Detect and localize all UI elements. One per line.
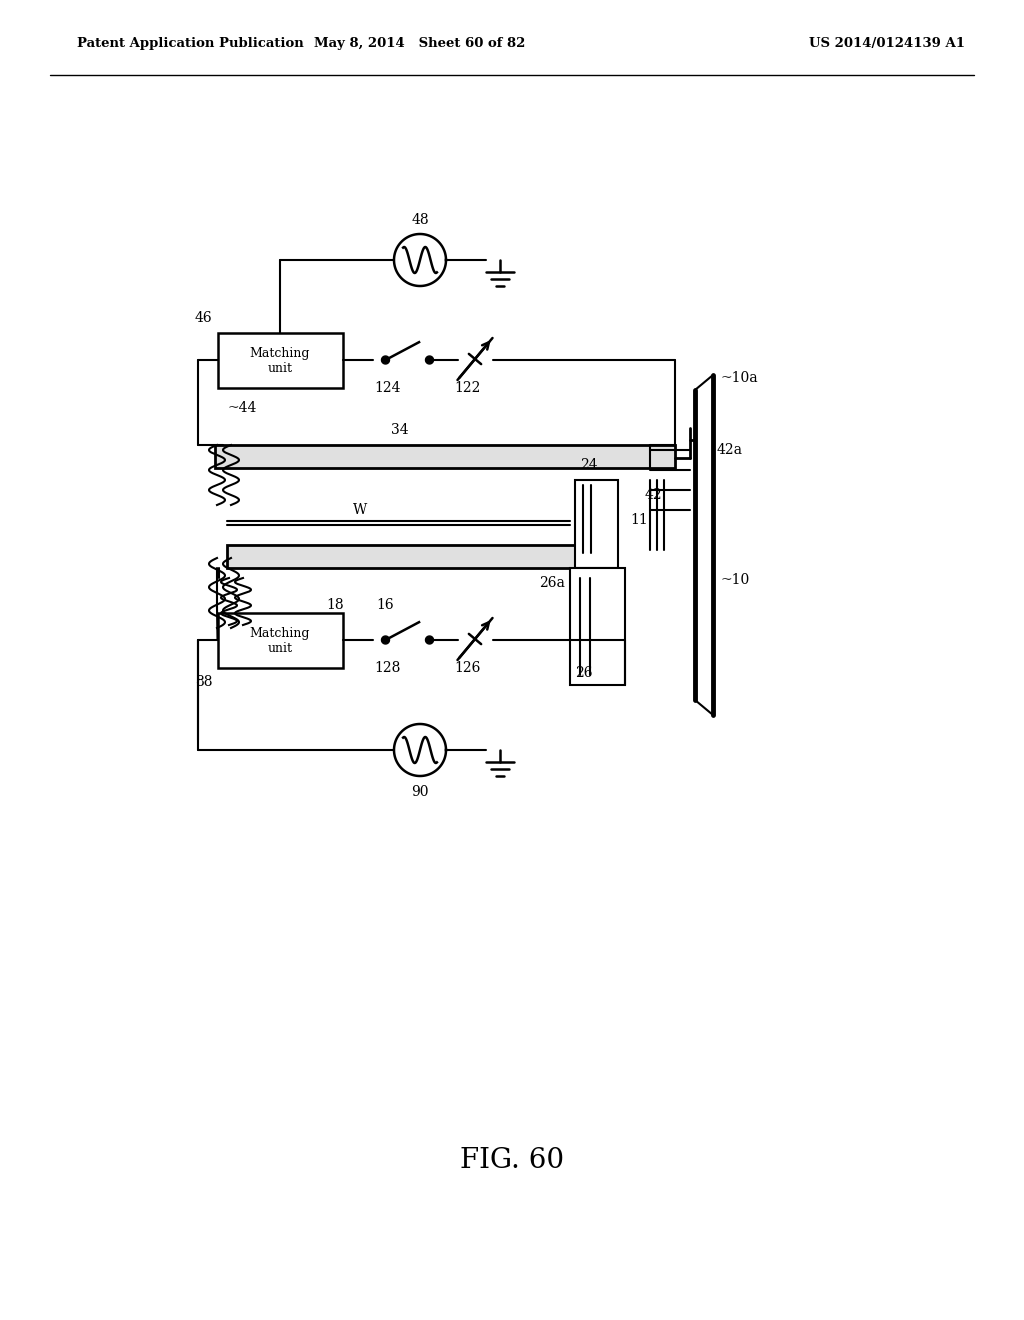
Text: ~10a: ~10a <box>720 371 758 385</box>
Polygon shape <box>382 636 389 644</box>
Text: W: W <box>353 503 368 517</box>
Polygon shape <box>426 636 433 644</box>
Text: 11: 11 <box>630 513 648 527</box>
Text: unit: unit <box>267 363 293 375</box>
Text: FIG. 60: FIG. 60 <box>460 1147 564 1173</box>
Text: Patent Application Publication: Patent Application Publication <box>77 37 303 50</box>
Text: 122: 122 <box>455 381 480 395</box>
Text: US 2014/0124139 A1: US 2014/0124139 A1 <box>809 37 965 50</box>
Bar <box>215 445 675 469</box>
Text: 18: 18 <box>327 598 344 612</box>
Bar <box>217 612 342 668</box>
Bar <box>227 545 580 568</box>
Text: 16: 16 <box>376 598 394 612</box>
Text: 24: 24 <box>580 458 598 473</box>
Text: 126: 126 <box>455 661 480 675</box>
Text: 34: 34 <box>391 422 409 437</box>
Text: 88: 88 <box>195 676 213 689</box>
Text: 90: 90 <box>412 785 429 799</box>
Text: ~44: ~44 <box>227 400 257 414</box>
Text: 124: 124 <box>374 381 400 395</box>
Text: unit: unit <box>267 643 293 656</box>
Text: Matching: Matching <box>250 346 310 359</box>
Text: 46: 46 <box>195 310 213 325</box>
Bar <box>575 480 618 568</box>
Text: ~10: ~10 <box>720 573 750 587</box>
Text: Matching: Matching <box>250 627 310 639</box>
Text: 128: 128 <box>375 661 400 675</box>
Text: 26a: 26a <box>539 576 565 590</box>
Text: 42a: 42a <box>717 444 743 457</box>
Text: 42: 42 <box>645 488 663 502</box>
Text: 48: 48 <box>412 213 429 227</box>
Polygon shape <box>426 356 433 364</box>
Bar <box>217 333 342 388</box>
Polygon shape <box>382 356 389 364</box>
Bar <box>570 568 625 685</box>
Text: May 8, 2014   Sheet 60 of 82: May 8, 2014 Sheet 60 of 82 <box>314 37 525 50</box>
Text: 26: 26 <box>575 667 593 680</box>
